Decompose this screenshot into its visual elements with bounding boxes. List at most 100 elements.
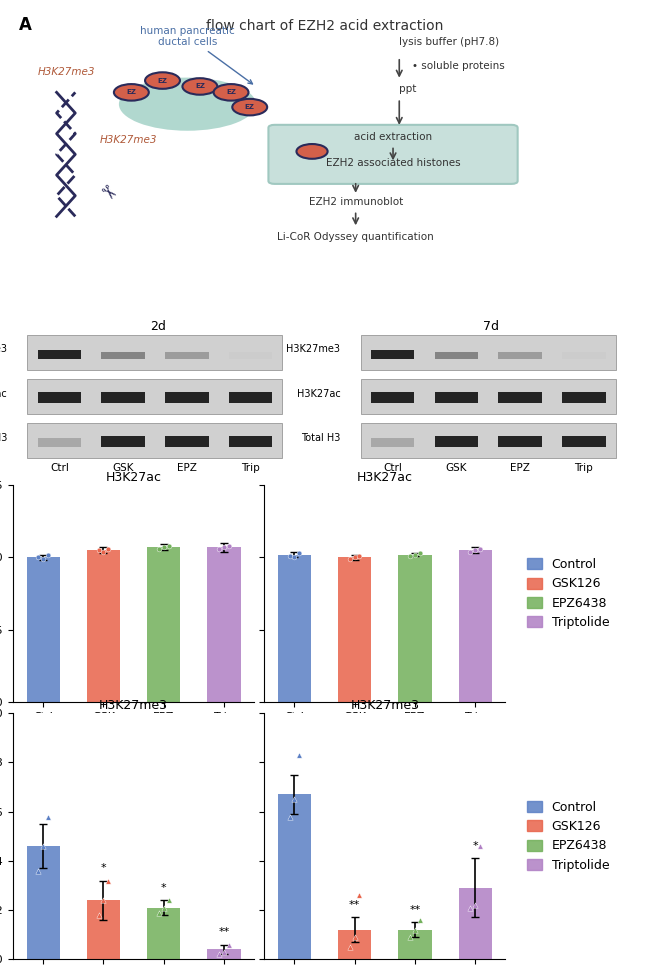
Circle shape [182,78,217,95]
Text: H3K27ac: H3K27ac [0,389,7,398]
Point [154,541,164,556]
Text: H3K27ac: H3K27ac [297,389,341,398]
Point [284,548,295,564]
Text: EZ: EZ [158,78,167,83]
Text: Total H3: Total H3 [301,432,341,443]
Point [164,892,174,908]
Bar [278,554,311,702]
Text: EZ: EZ [245,104,255,110]
Point [33,863,43,879]
Point [470,897,480,913]
Bar [147,908,180,959]
Point [154,905,164,921]
Bar [87,900,120,959]
Bar [208,547,241,702]
Text: **: ** [349,900,360,910]
Text: flow chart of EZH2 acid extraction: flow chart of EZH2 acid extraction [206,18,443,33]
FancyBboxPatch shape [269,125,518,184]
Point [354,548,365,564]
Bar [371,350,414,359]
Text: 7d: 7d [483,320,499,332]
Point [224,538,234,553]
Bar [361,335,616,370]
Bar [165,353,208,359]
Ellipse shape [119,78,256,131]
Point [98,892,108,908]
Bar [498,392,542,403]
Text: H3K27me3: H3K27me3 [0,344,7,355]
Point [219,944,229,959]
Point [93,543,104,558]
Text: **: ** [218,927,230,937]
Bar [38,392,81,403]
Text: Trip: Trip [241,463,260,473]
Text: ✂: ✂ [94,180,119,205]
Text: *: * [101,863,106,873]
Text: GSK: GSK [112,463,134,473]
Point [475,838,485,854]
Point [345,939,355,954]
Bar [459,888,492,959]
Title: H3K27me3: H3K27me3 [350,699,419,712]
Point [405,929,415,945]
Point [38,838,48,854]
Bar [459,550,492,702]
Bar [562,353,606,359]
Text: *: * [161,883,167,892]
Bar [229,436,273,447]
Text: • soluble proteins: • soluble proteins [411,61,504,71]
Bar [38,438,81,447]
Point [224,937,234,953]
Point [470,543,480,558]
Point [214,947,225,962]
Bar [435,392,478,403]
Bar [498,353,542,359]
Text: EZH2 associated histones: EZH2 associated histones [326,158,460,169]
Circle shape [145,73,180,89]
Point [405,548,415,564]
Bar [398,930,432,959]
Point [410,547,420,562]
Bar [27,380,282,414]
Point [43,547,53,562]
Text: lysis buffer (pH7.8): lysis buffer (pH7.8) [399,37,499,47]
Circle shape [114,84,149,101]
Text: Ctrl: Ctrl [50,463,69,473]
Legend: Control, GSK126, EPZ6438, Triptolide: Control, GSK126, EPZ6438, Triptolide [522,553,615,634]
Text: Trip: Trip [574,463,593,473]
Circle shape [297,144,328,159]
Bar [229,392,273,403]
Point [93,907,104,922]
Point [284,809,295,825]
Text: A: A [19,16,32,34]
Point [214,541,225,556]
Bar [87,550,120,702]
Bar [147,547,180,702]
Point [294,747,304,763]
Title: H3K27me3: H3K27me3 [99,699,168,712]
Point [38,551,48,567]
Point [98,544,108,559]
Bar [435,353,478,359]
Bar [101,436,145,447]
Text: *: * [472,841,478,851]
Text: **: ** [410,905,421,915]
Point [349,929,360,945]
Bar [278,795,311,959]
Circle shape [232,99,267,115]
Text: ppt: ppt [399,84,417,94]
Point [33,549,43,565]
Point [219,540,229,555]
Text: H3K27me3: H3K27me3 [100,135,158,144]
Bar [208,950,241,959]
Bar [101,353,145,359]
Text: Ctrl: Ctrl [383,463,402,473]
Point [475,541,485,556]
Bar [562,436,606,447]
Point [294,546,304,561]
Point [415,912,425,927]
Bar [229,353,273,359]
Text: EZ: EZ [127,89,136,95]
Bar [27,557,60,702]
Point [158,900,169,916]
